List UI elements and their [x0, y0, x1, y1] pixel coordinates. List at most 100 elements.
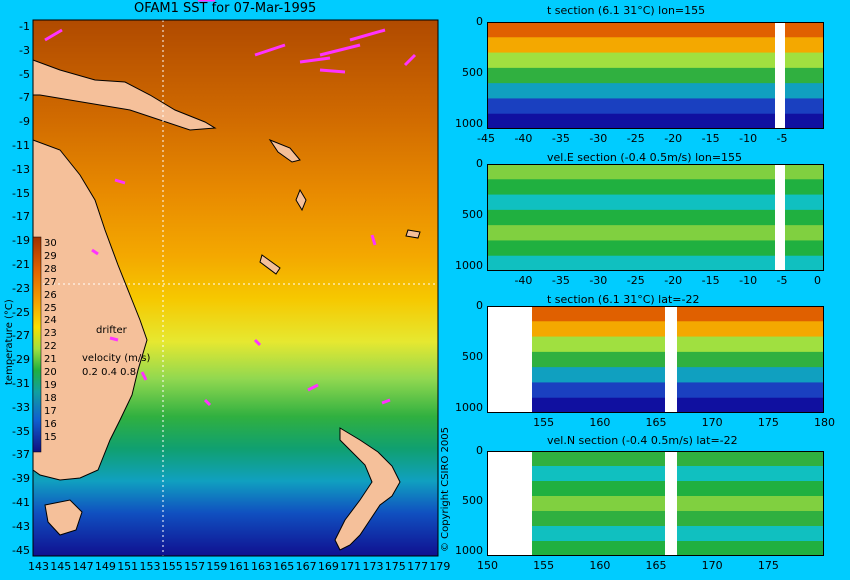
colorbar-tick: 29	[44, 250, 57, 262]
section-gap	[487, 451, 532, 556]
map-lon-tick: 173	[362, 560, 384, 573]
map-lat-tick: -17	[12, 210, 30, 224]
section-x-tick: 0	[814, 274, 821, 287]
colorbar-tick: 19	[44, 379, 57, 391]
map-lon-tick: 151	[117, 560, 139, 573]
section-frame	[487, 22, 824, 129]
fiji-landmass	[405, 229, 421, 239]
vanuatu-landmass	[295, 188, 307, 212]
section-band	[487, 306, 824, 322]
section-plot-4	[487, 451, 824, 556]
section-x-tick: -5	[776, 274, 788, 287]
new-guinea-landmass	[32, 59, 217, 131]
map-lat-tick: -39	[12, 472, 30, 486]
section-y-tick: 1000	[455, 544, 483, 557]
velocity-label: velocity (m/s)	[82, 353, 151, 364]
section-x-tick: -25	[626, 274, 645, 287]
section-x-tick: 155	[533, 416, 555, 429]
colorbar-tick: 27	[44, 276, 57, 288]
map-lon-tick: 163	[251, 560, 272, 573]
section-plot-3	[487, 306, 824, 413]
map-lat-tick: -11	[12, 139, 30, 152]
section-y-tick: 0	[476, 299, 483, 312]
colorbar-label: temperature (°C)	[4, 299, 15, 385]
map-lat-tick: -3	[19, 43, 30, 57]
map-lat-tick: -37	[12, 448, 30, 462]
map-lat-tick: -33	[12, 400, 30, 414]
map-lon-tick: 147	[72, 560, 94, 573]
section-x-tick: 175	[757, 559, 779, 572]
map-lon-tick: 161	[228, 560, 250, 573]
map-lat-tick: -27	[12, 329, 30, 343]
velocity-scale: 0.2 0.4 0.8	[82, 367, 137, 378]
section-x-tick: 170	[701, 559, 723, 572]
map-lat-tick: -13	[12, 162, 30, 176]
colorbar-tick: 22	[44, 341, 57, 353]
section-y-tick: 1000	[455, 400, 483, 414]
section-plot-2	[487, 164, 824, 271]
section-gap	[775, 164, 785, 271]
section-x-tick: -25	[626, 132, 645, 145]
tasmania-landmass	[44, 499, 83, 536]
map-lat-tick: -15	[12, 186, 30, 200]
section-x-tick: -20	[664, 274, 683, 287]
map-lon-tick: 157	[184, 560, 206, 573]
colorbar-tick: 23	[44, 328, 57, 340]
section-x-tick: -30	[589, 274, 608, 287]
section-title-4: vel.N section (-0.4 0.5m/s) lat=-22	[547, 434, 738, 447]
map-lat-tick: -5	[19, 67, 30, 81]
section-x-tick: 150	[477, 559, 498, 572]
section-x-tick: -35	[551, 274, 570, 287]
colorbar-tick: 30	[44, 238, 57, 249]
drifter-label: drifter	[96, 325, 127, 336]
section-frame	[487, 306, 824, 413]
map-lat-tick: -1	[19, 20, 30, 33]
map-lat-tick: -9	[19, 115, 30, 129]
australia-landmass	[32, 139, 148, 481]
map-lon-tick: 155	[161, 560, 183, 573]
colorbar-tick: 18	[44, 392, 57, 404]
section-gap	[775, 22, 785, 129]
map-lat-tick: -45	[12, 543, 30, 557]
section-x-tick: 175	[757, 416, 779, 429]
section-band	[487, 22, 824, 38]
map-lat-tick: -41	[12, 496, 30, 509]
section-x-tick: 170	[701, 416, 723, 429]
map-lon-tick: 159	[206, 560, 228, 573]
colorbar-tick: 28	[44, 263, 57, 275]
colorbar-tick: 26	[44, 289, 57, 301]
section-y-tick: 0	[476, 444, 483, 457]
section-y-tick: 500	[462, 65, 483, 79]
section-x-tick: -40	[514, 274, 533, 287]
map-lon-tick: 171	[340, 560, 362, 573]
map-lat-tick: -29	[12, 353, 30, 367]
section-x-tick: -20	[664, 132, 683, 145]
colorbar-tick: 25	[44, 302, 57, 314]
map-lon-tick: 145	[50, 560, 72, 573]
map-lat-tick: -23	[12, 281, 30, 295]
colorbar	[32, 236, 42, 453]
section-band	[487, 451, 824, 466]
map-lat-tick: -19	[12, 234, 30, 248]
map-lon-tick: 149	[94, 560, 116, 573]
section-y-tick: 0	[476, 157, 483, 170]
section-x-tick: 155	[533, 559, 555, 572]
sst-map	[32, 0, 439, 557]
map-lon-tick: 175	[384, 560, 406, 573]
section-plot-1	[487, 22, 824, 129]
new-caledonia-landmass	[259, 254, 281, 275]
colorbar-tick: 21	[44, 354, 57, 366]
section-x-tick: 165	[645, 559, 667, 572]
section-x-tick: -5	[776, 132, 788, 145]
section-x-tick: -15	[701, 132, 720, 145]
map-lat-tick: -35	[12, 424, 30, 438]
section-title-2: vel.E section (-0.4 0.5m/s) lon=155	[547, 151, 743, 164]
map-lat-tick: -43	[12, 519, 30, 533]
colorbar-tick: 20	[44, 367, 57, 378]
drifter-tracks	[44, 0, 417, 407]
section-x-tick: 165	[645, 416, 667, 429]
section-band	[487, 164, 824, 180]
section-title-1: t section (6.1 31°C) lon=155	[547, 4, 706, 17]
section-x-tick: -45	[477, 132, 495, 145]
map-title: OFAM1 SST for 07-Mar-1995	[134, 1, 317, 16]
